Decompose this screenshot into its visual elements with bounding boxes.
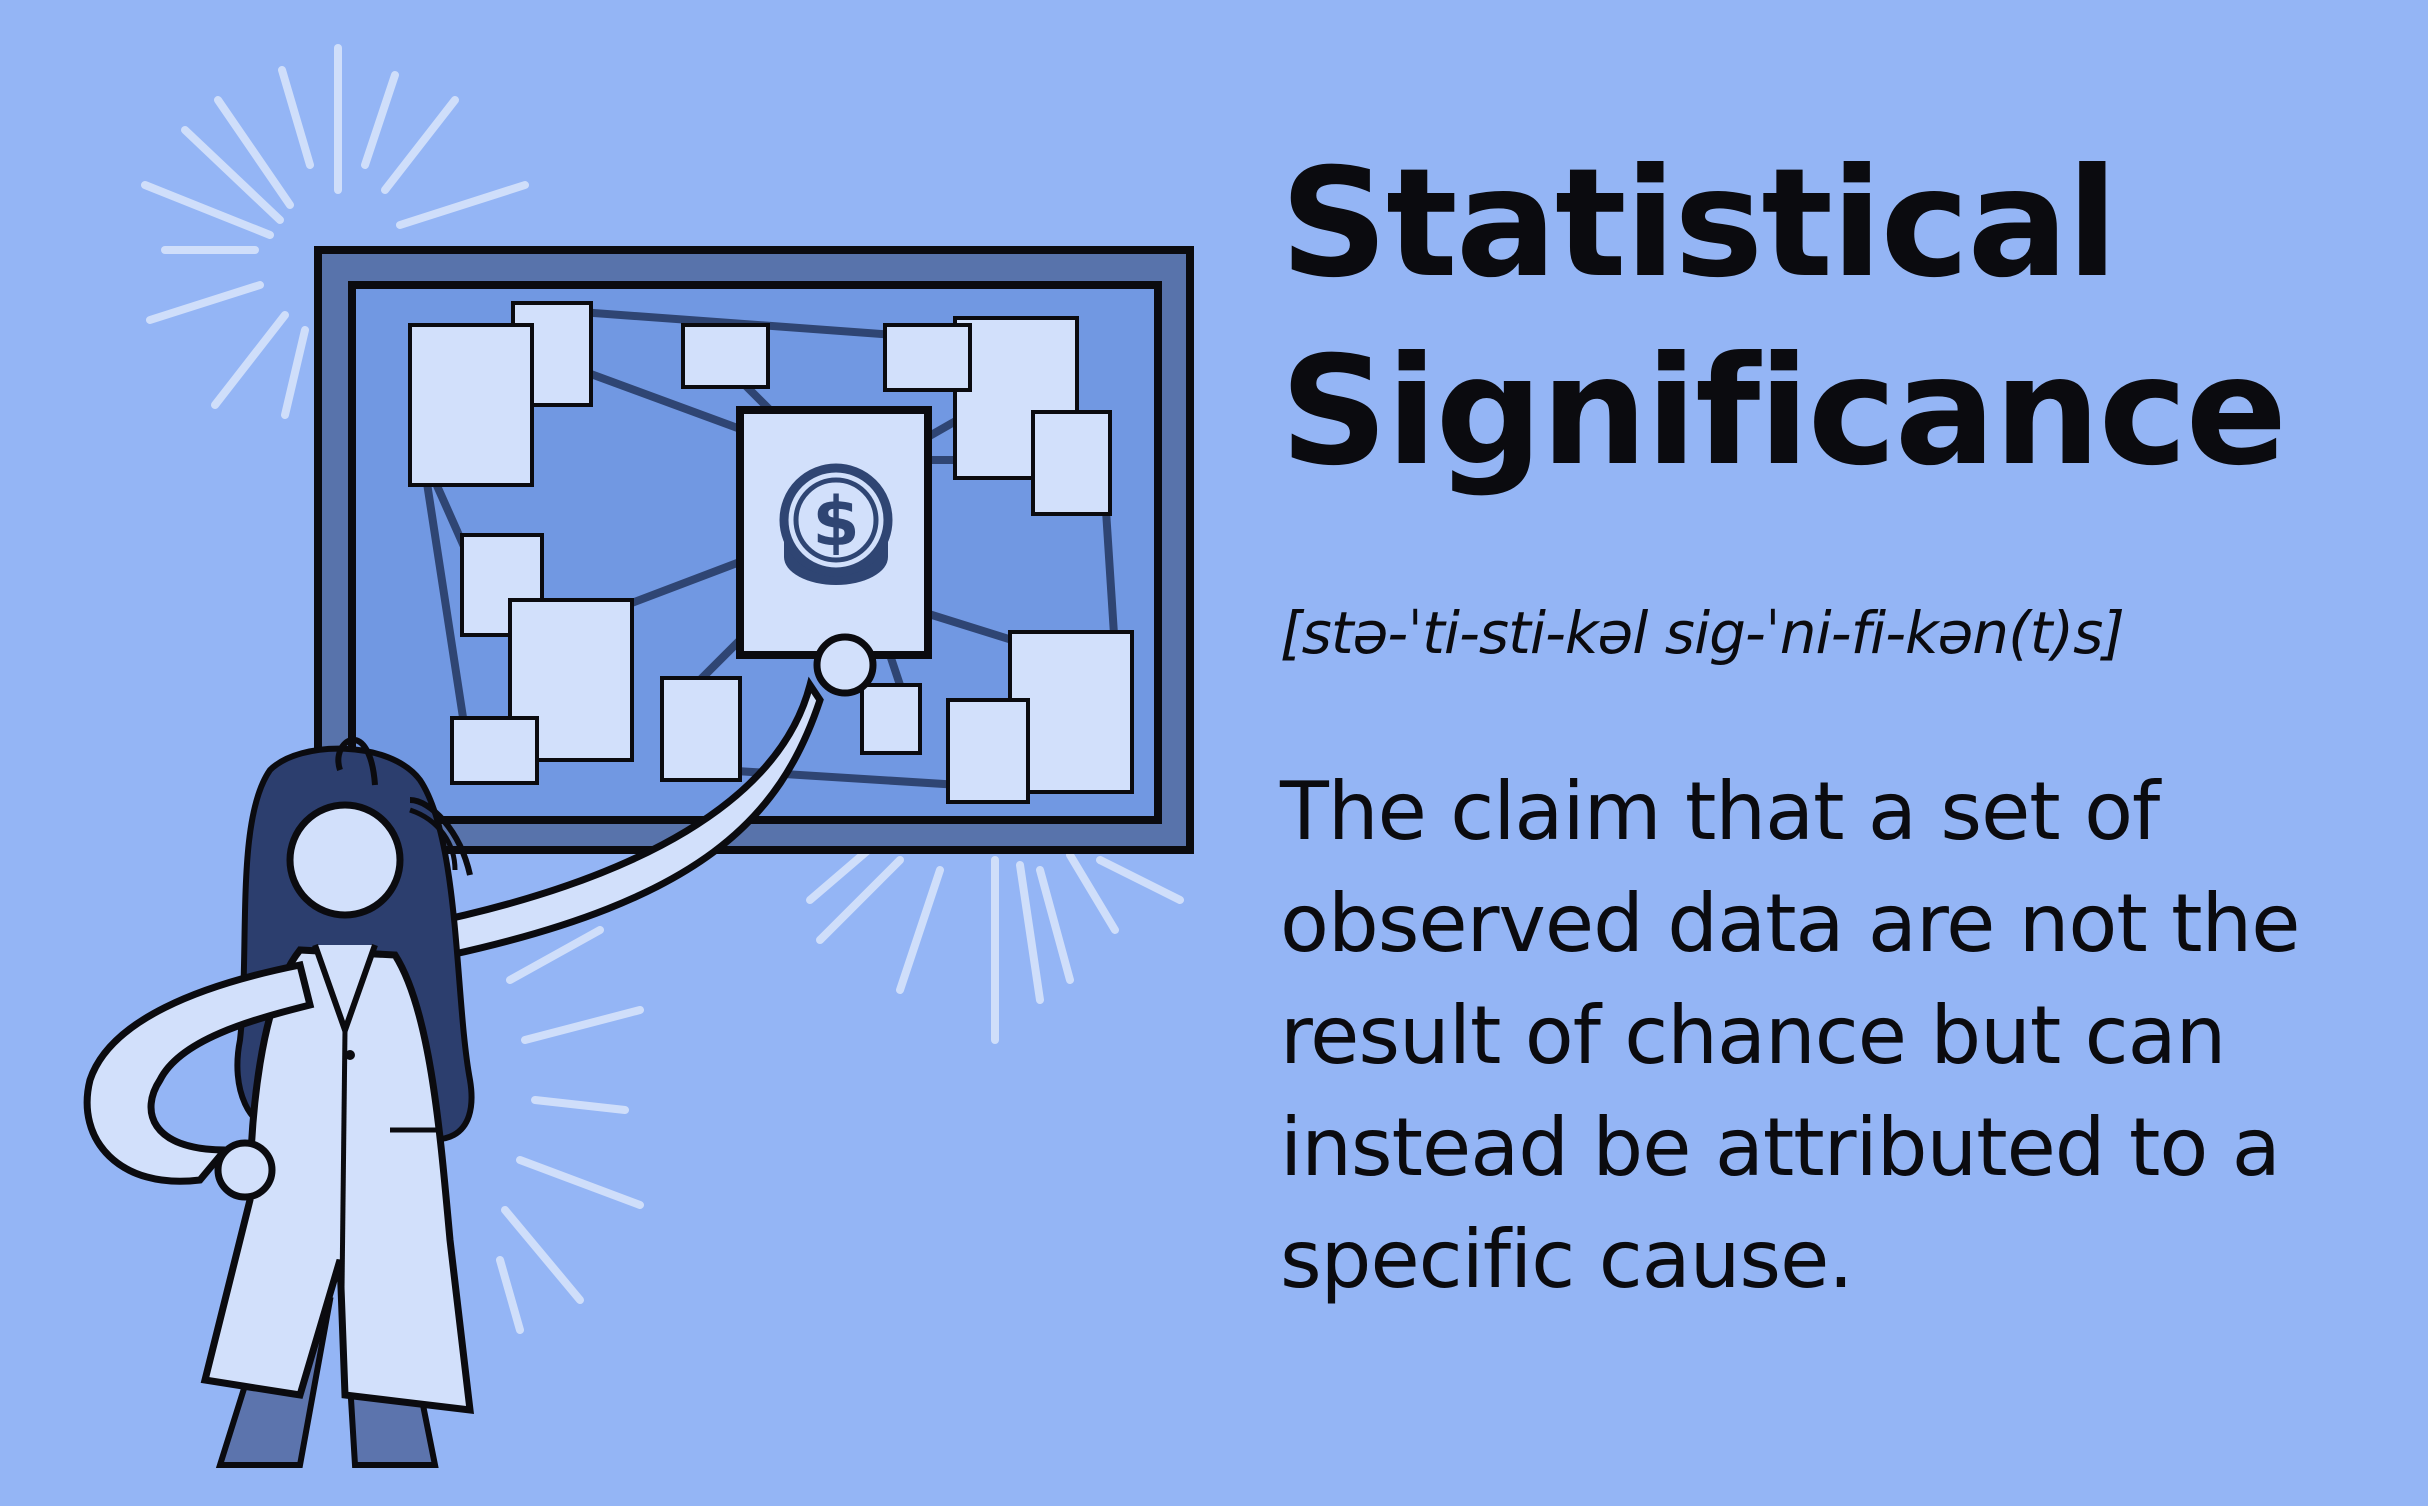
pointer-tip: [813, 633, 877, 697]
dollar-coin-icon: $: [779, 463, 893, 585]
character-arm-left: [83, 960, 315, 1185]
paper-note: [450, 716, 539, 785]
coat-seam: [339, 1029, 348, 1291]
paper-note: [660, 676, 742, 782]
character-hand: [214, 1139, 276, 1201]
scientist-illustration: $: [83, 44, 1194, 1468]
definition-text: The claim that a set of observed data ar…: [1280, 765, 2300, 1306]
hair-strand: [409, 797, 473, 876]
paper-note: [681, 323, 770, 389]
hair-strand: [335, 736, 378, 786]
paper-note: [883, 323, 972, 392]
board-papers: [408, 301, 1134, 804]
coat-button: [345, 1050, 355, 1060]
term-title-line2: Significance: [1280, 325, 2287, 499]
sparkle-burst-bottom: [806, 836, 1184, 1044]
definition-panel: Statistical Significance [stə-ˈti-sti-kə…: [1280, 130, 2380, 1316]
term-title: Statistical Significance: [1280, 130, 2380, 506]
paper-note: [1031, 410, 1112, 516]
lab-coat: [200, 946, 474, 1415]
paper-note: [946, 698, 1030, 804]
character-head: [286, 801, 404, 919]
svg-text:$: $: [812, 483, 859, 562]
term-title-line1: Statistical: [1280, 137, 2118, 311]
sparkle-burst-side: [496, 926, 644, 1334]
pronunciation: [stə-ˈti-sti-kəl sig-ˈni-fi-kən(t)s]: [1280, 599, 2125, 667]
paper-note: [408, 323, 534, 487]
paper-note: [860, 683, 922, 755]
hair-strand: [409, 807, 458, 871]
sparkle-burst-top: [141, 44, 529, 419]
